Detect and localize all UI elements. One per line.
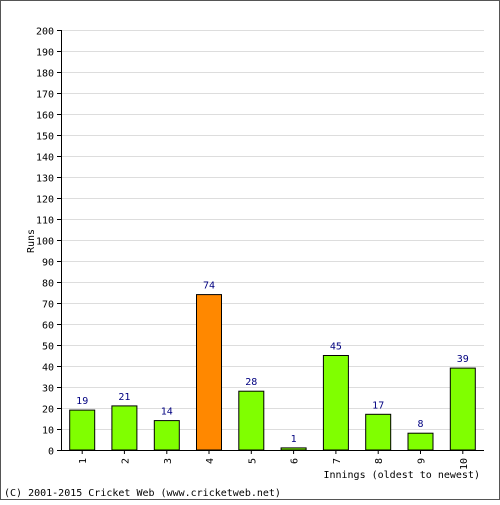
y-tick-label: 170 (36, 90, 54, 101)
bar-6 (280, 447, 307, 451)
x-tick-label: 3 (163, 458, 174, 464)
bar-8 (365, 413, 392, 451)
y-tick-label: 40 (42, 363, 54, 374)
y-tick-label: 70 (42, 300, 54, 311)
x-tick-label: 1 (78, 458, 89, 464)
x-axis-title: Innings (oldest to newest) (323, 470, 480, 481)
x-tick-label: 2 (120, 458, 131, 464)
data-label: 21 (118, 392, 130, 403)
bars (69, 294, 476, 451)
data-label: 74 (203, 281, 215, 292)
data-label: 1 (291, 434, 297, 445)
y-tick-label: 30 (42, 384, 54, 395)
data-label: 28 (245, 377, 257, 388)
x-tick-label: 4 (205, 458, 216, 464)
y-tick-label: 150 (36, 132, 54, 143)
x-tick-label: 7 (332, 458, 343, 464)
y-tick-label: 20 (42, 405, 54, 416)
bar-7 (322, 355, 349, 451)
data-label: 19 (76, 396, 88, 407)
bar-1 (69, 409, 96, 451)
y-tick-label: 160 (36, 111, 54, 122)
copyright-text: (C) 2001-2015 Cricket Web (www.cricketwe… (4, 488, 281, 499)
x-tick-label: 9 (417, 458, 428, 464)
y-tick-label: 180 (36, 69, 54, 80)
y-tick-label: 0 (48, 447, 54, 458)
bar-9 (407, 432, 434, 451)
y-tick-label: 200 (36, 27, 54, 38)
gridlines (61, 30, 484, 430)
bar-3 (153, 420, 180, 451)
x-tick-label: 10 (459, 458, 470, 470)
y-tick-label: 130 (36, 174, 54, 185)
y-tick-label: 110 (36, 216, 54, 227)
data-label: 45 (330, 342, 342, 353)
data-label: 17 (372, 400, 384, 411)
y-tick-label: 140 (36, 153, 54, 164)
bar-2 (111, 405, 138, 451)
x-tick-label: 5 (247, 458, 258, 464)
y-axis-ticks: 0 10 20 30 40 50 60 70 80 90 100 110 120 130 140 150 160… (36, 27, 61, 458)
data-label: 8 (417, 419, 423, 430)
data-labels: 19 21 14 74 28 1 45 17 8 39 (76, 281, 469, 445)
data-label: 39 (457, 354, 469, 365)
y-tick-label: 90 (42, 258, 54, 269)
y-tick-label: 120 (36, 195, 54, 206)
x-tick-label: 8 (374, 458, 385, 464)
y-tick-label: 60 (42, 321, 54, 332)
x-tick-label: 6 (290, 458, 301, 464)
bar-10 (449, 367, 476, 451)
y-axis-title: Runs (26, 229, 37, 253)
bar-5 (238, 390, 265, 451)
bar-4 (196, 294, 222, 451)
y-tick-label: 100 (36, 237, 54, 248)
data-label: 14 (161, 407, 173, 418)
y-tick-label: 190 (36, 48, 54, 59)
y-tick-label: 50 (42, 342, 54, 353)
y-tick-label: 80 (42, 279, 54, 290)
y-tick-label: 10 (42, 426, 54, 437)
